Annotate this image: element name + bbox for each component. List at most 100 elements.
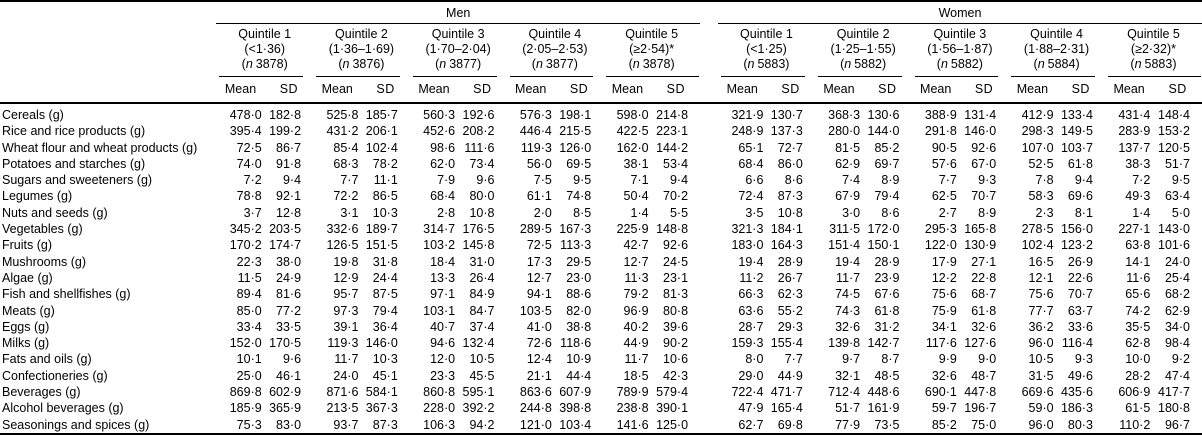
value-cell-mean: 102·4 xyxy=(1021,238,1054,253)
quintile-n: (n 5882) xyxy=(912,57,1009,72)
value-cell-sd: 196·7 xyxy=(964,401,997,416)
value-cell-sd: 146·0 xyxy=(964,124,997,139)
value-cell-mean: 72·5 xyxy=(526,238,552,253)
value-cell-mean: 38·3 xyxy=(1125,156,1151,171)
gender-gap-spacer xyxy=(700,384,718,400)
value-cell-sd: 448·6 xyxy=(867,385,900,400)
value-cell-sd: 10·6 xyxy=(663,352,689,367)
value-cell-mean: 345·2 xyxy=(229,222,262,237)
value-cell-mean: 103·5 xyxy=(519,303,552,318)
value-cell-sd: 127·6 xyxy=(964,336,997,351)
value-cell-mean: 117·6 xyxy=(925,336,957,351)
value-cell-sd: 75·0 xyxy=(971,417,997,432)
value-cell-mean: 66·3 xyxy=(738,287,764,302)
value-cell-mean: 81·5 xyxy=(835,140,861,155)
value-cell-mean: 74·0 xyxy=(236,156,262,171)
value-cell-mean: 12·7 xyxy=(623,254,649,269)
value-cell-sd: 153·2 xyxy=(1158,124,1190,139)
value-cell-mean: 3·7 xyxy=(243,205,262,220)
value-cell-mean: 32·1 xyxy=(835,368,861,383)
value-cell-mean: 2·0 xyxy=(533,205,552,220)
value-cell-mean: 18·5 xyxy=(623,368,649,383)
value-cell-mean: 291·8 xyxy=(924,124,957,139)
value-cell-mean: 9·9 xyxy=(938,352,957,367)
value-cell-sd: 48·7 xyxy=(971,368,997,383)
value-cell-sd: 22·6 xyxy=(1067,270,1093,285)
value-cell-mean: 49·3 xyxy=(1125,189,1151,204)
value-cell-mean: 59·0 xyxy=(1028,401,1054,416)
quintile-n: (n 3876) xyxy=(313,57,410,72)
value-cell-mean: 525·8 xyxy=(326,108,359,122)
value-cell-sd: 62·9 xyxy=(1164,303,1190,318)
value-cell-mean: 248·9 xyxy=(731,124,764,139)
value-cell-sd: 80·0 xyxy=(469,189,495,204)
value-cell-mean: 7·2 xyxy=(1132,173,1151,188)
value-cell-sd: 73·5 xyxy=(874,417,900,432)
n-italic: n xyxy=(342,57,350,71)
quintile-rule xyxy=(721,76,805,77)
value-cell-mean: 68·4 xyxy=(738,156,764,171)
n-italic: n xyxy=(1037,57,1045,71)
value-cell-mean: 213·5 xyxy=(326,401,359,416)
value-cell-mean: 10·1 xyxy=(236,352,262,367)
value-cell-sd: 12·8 xyxy=(276,205,302,220)
value-cell-sd: 199·2 xyxy=(269,124,302,139)
value-cell-mean: 22·3 xyxy=(236,254,262,269)
n-value: 3876 xyxy=(352,57,381,71)
n-value: 5883 xyxy=(757,57,786,71)
value-cell-mean: 295·3 xyxy=(924,222,957,237)
gender-gap-spacer xyxy=(700,417,718,434)
value-cell-sd: 45·1 xyxy=(372,368,398,383)
value-cell-mean: 24·0 xyxy=(333,368,359,383)
quintile-range: (1·56–1·87) xyxy=(927,42,993,56)
value-cell-mean: 11·7 xyxy=(836,270,861,285)
value-cell-mean: 62·7 xyxy=(738,417,764,432)
quintile-n: (n 5882) xyxy=(815,57,912,72)
value-cell-sd: 88·6 xyxy=(566,287,592,302)
paren-open: ( xyxy=(1033,57,1038,71)
value-cell-sd: 125·0 xyxy=(656,417,689,432)
row-label: Rice and rice products (g) xyxy=(2,124,146,139)
value-cell-sd: 8·1 xyxy=(1074,205,1093,220)
quintile-rule xyxy=(316,76,400,77)
value-cell-sd: 61·8 xyxy=(1067,156,1093,171)
value-cell-mean: 860·8 xyxy=(423,385,456,400)
table-row: Alcohol beverages (g) 185·9 365·9 213·5 367·… xyxy=(0,400,1202,416)
value-cell-sd: 10·3 xyxy=(372,352,398,367)
value-cell-mean: 47·9 xyxy=(738,401,764,416)
quintile-label: Quintile 2 xyxy=(335,27,388,41)
value-cell-sd: 9·0 xyxy=(978,352,997,367)
value-cell-mean: 12·0 xyxy=(430,352,456,367)
stat-header-mean: Mean xyxy=(313,77,362,104)
value-cell-mean: 7·4 xyxy=(842,173,861,188)
value-cell-mean: 7·8 xyxy=(1035,173,1054,188)
value-cell-sd: 23·1 xyxy=(663,270,689,285)
stat-header-mean: Mean xyxy=(1104,77,1154,104)
value-cell-sd: 87·3 xyxy=(777,189,803,204)
quintile-header: Quintile 5 (≥2·32)* (n 5883) xyxy=(1105,24,1202,77)
value-cell-sd: 87·3 xyxy=(372,417,398,432)
value-cell-sd: 98·4 xyxy=(1164,336,1190,351)
value-cell-sd: 33·5 xyxy=(276,319,302,334)
value-cell-sd: 27·1 xyxy=(971,254,997,269)
value-cell-mean: 11·3 xyxy=(624,270,649,285)
value-cell-mean: 119·3 xyxy=(520,140,552,155)
quintile-rule xyxy=(817,76,902,77)
value-cell-sd: 164·3 xyxy=(770,238,803,253)
value-cell-sd: 595·1 xyxy=(462,385,495,400)
value-cell-sd: 607·9 xyxy=(559,385,592,400)
value-cell-mean: 68·4 xyxy=(430,189,456,204)
value-cell-sd: 94·2 xyxy=(469,417,495,432)
value-cell-sd: 44·4 xyxy=(566,368,592,383)
value-cell-sd: 116·4 xyxy=(1061,336,1093,351)
row-label: Meats (g) xyxy=(2,303,55,318)
row-label: Vegetables (g) xyxy=(2,222,83,237)
value-cell-sd: 32·6 xyxy=(971,319,997,334)
value-cell-mean: 23·3 xyxy=(430,368,456,383)
value-cell-sd: 84·9 xyxy=(469,287,495,302)
value-cell-mean: 34·1 xyxy=(931,319,957,334)
value-cell-sd: 447·8 xyxy=(964,385,997,400)
value-cell-sd: 55·2 xyxy=(777,303,803,318)
value-cell-sd: 148·4 xyxy=(1158,108,1190,122)
value-cell-sd: 9·4 xyxy=(1074,173,1093,188)
